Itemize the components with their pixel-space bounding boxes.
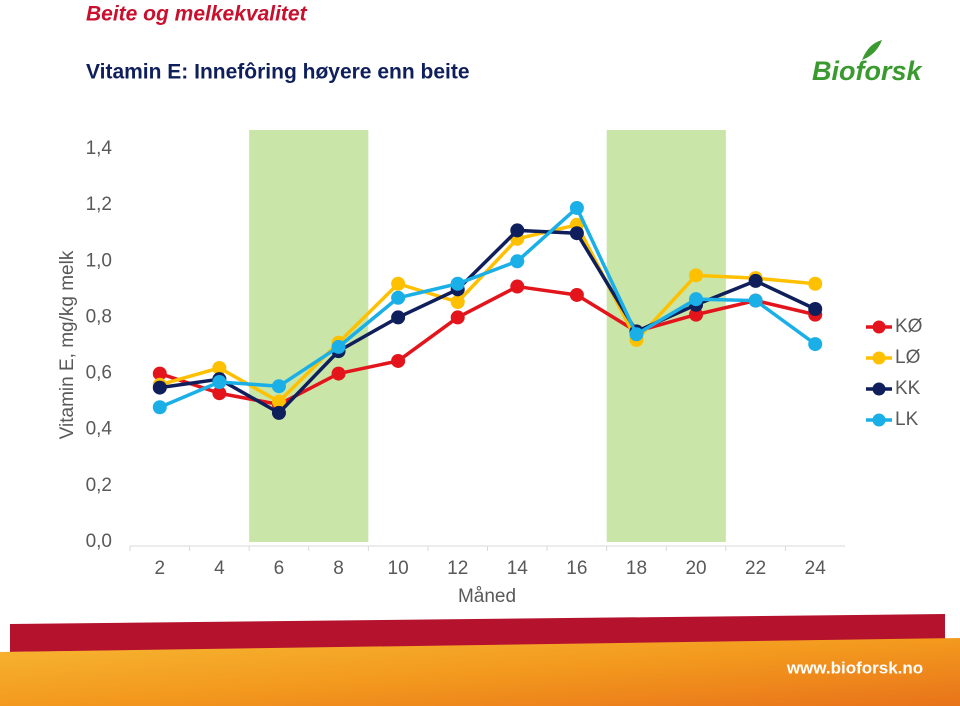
- data-point: [391, 290, 406, 305]
- x-tick-label: 20: [685, 558, 706, 579]
- series-line: [159, 223, 816, 404]
- logo: Bioforsk: [812, 56, 924, 86]
- data-point: [212, 374, 227, 389]
- data-point: [450, 310, 465, 325]
- legend-marker: [872, 382, 886, 396]
- y-tick-label: 1,4: [86, 138, 113, 159]
- x-tick-label: 16: [566, 558, 587, 579]
- legend-marker: [872, 320, 886, 334]
- data-point: [391, 310, 406, 325]
- data-point: [689, 268, 704, 283]
- legend-label: KØ: [895, 316, 923, 337]
- x-tick-label: 8: [333, 558, 344, 579]
- slide-title: Vitamin E: Innefôring høyere enn beite: [86, 61, 470, 84]
- y-tick-label: 0,4: [86, 419, 113, 440]
- x-tick-label: 24: [805, 558, 827, 579]
- data-point: [391, 276, 406, 291]
- y-tick-label: 0,0: [86, 531, 112, 552]
- plot: 0,00,20,40,60,81,01,21,42 4 6 8 10 12 14 16 18 20…: [86, 130, 923, 579]
- footer-url: www.bioforsk.no: [786, 658, 923, 677]
- series-line: [159, 206, 817, 409]
- data-point: [152, 366, 167, 381]
- data-point: [569, 226, 584, 241]
- y-tick-label: 0,8: [86, 306, 112, 327]
- data-point: [152, 380, 167, 395]
- data-point: [569, 200, 584, 215]
- x-tick-label: 14: [507, 558, 529, 579]
- data-point: [510, 254, 525, 269]
- data-point: [450, 276, 465, 291]
- x-tick-label: 2: [155, 558, 166, 579]
- y-axis-label: Vitamin E, mg/kg melk: [57, 250, 78, 439]
- legend-label: LØ: [895, 347, 921, 368]
- y-tick-label: 0,6: [86, 363, 112, 384]
- y-tick-label: 1,0: [86, 250, 112, 271]
- data-point: [271, 394, 286, 409]
- data-point: [748, 273, 763, 288]
- data-point: [271, 379, 286, 394]
- legend-label: KK: [895, 378, 921, 399]
- x-tick-label: 12: [447, 558, 468, 579]
- data-point: [808, 337, 823, 352]
- legend-marker: [872, 351, 886, 365]
- data-point: [450, 294, 465, 309]
- data-point: [212, 360, 227, 375]
- data-point: [808, 276, 823, 291]
- y-tick-label: 1,2: [86, 194, 112, 215]
- highlight-span: [606, 130, 726, 542]
- data-point: [510, 279, 525, 294]
- logo-leaf: [862, 40, 882, 60]
- highlight-span: [249, 130, 369, 542]
- x-tick-label: 4: [214, 558, 225, 579]
- legend-marker: [872, 413, 886, 427]
- legend-label: LK: [895, 409, 919, 430]
- data-point: [391, 353, 406, 368]
- footer-background: [0, 638, 960, 706]
- x-tick-label: 6: [274, 558, 285, 579]
- x-tick-label: 22: [745, 558, 766, 579]
- data-point: [689, 307, 704, 322]
- section-title: Beite og melkekvalitet: [86, 3, 308, 26]
- y-tick-label: 0,2: [86, 475, 112, 496]
- data-point: [331, 339, 346, 354]
- data-point: [808, 302, 823, 317]
- data-point: [748, 293, 763, 308]
- series-line: [159, 284, 816, 407]
- x-axis-label: Måned: [458, 586, 516, 607]
- data-point: [271, 405, 286, 420]
- data-point: [569, 287, 584, 302]
- data-point: [152, 400, 167, 415]
- data-point: [629, 327, 644, 342]
- data-point: [212, 386, 227, 401]
- x-tick-label: 18: [626, 558, 647, 579]
- data-point: [331, 366, 346, 381]
- data-point: [510, 223, 525, 238]
- x-tick-label: 10: [388, 558, 409, 579]
- data-point: [689, 292, 704, 307]
